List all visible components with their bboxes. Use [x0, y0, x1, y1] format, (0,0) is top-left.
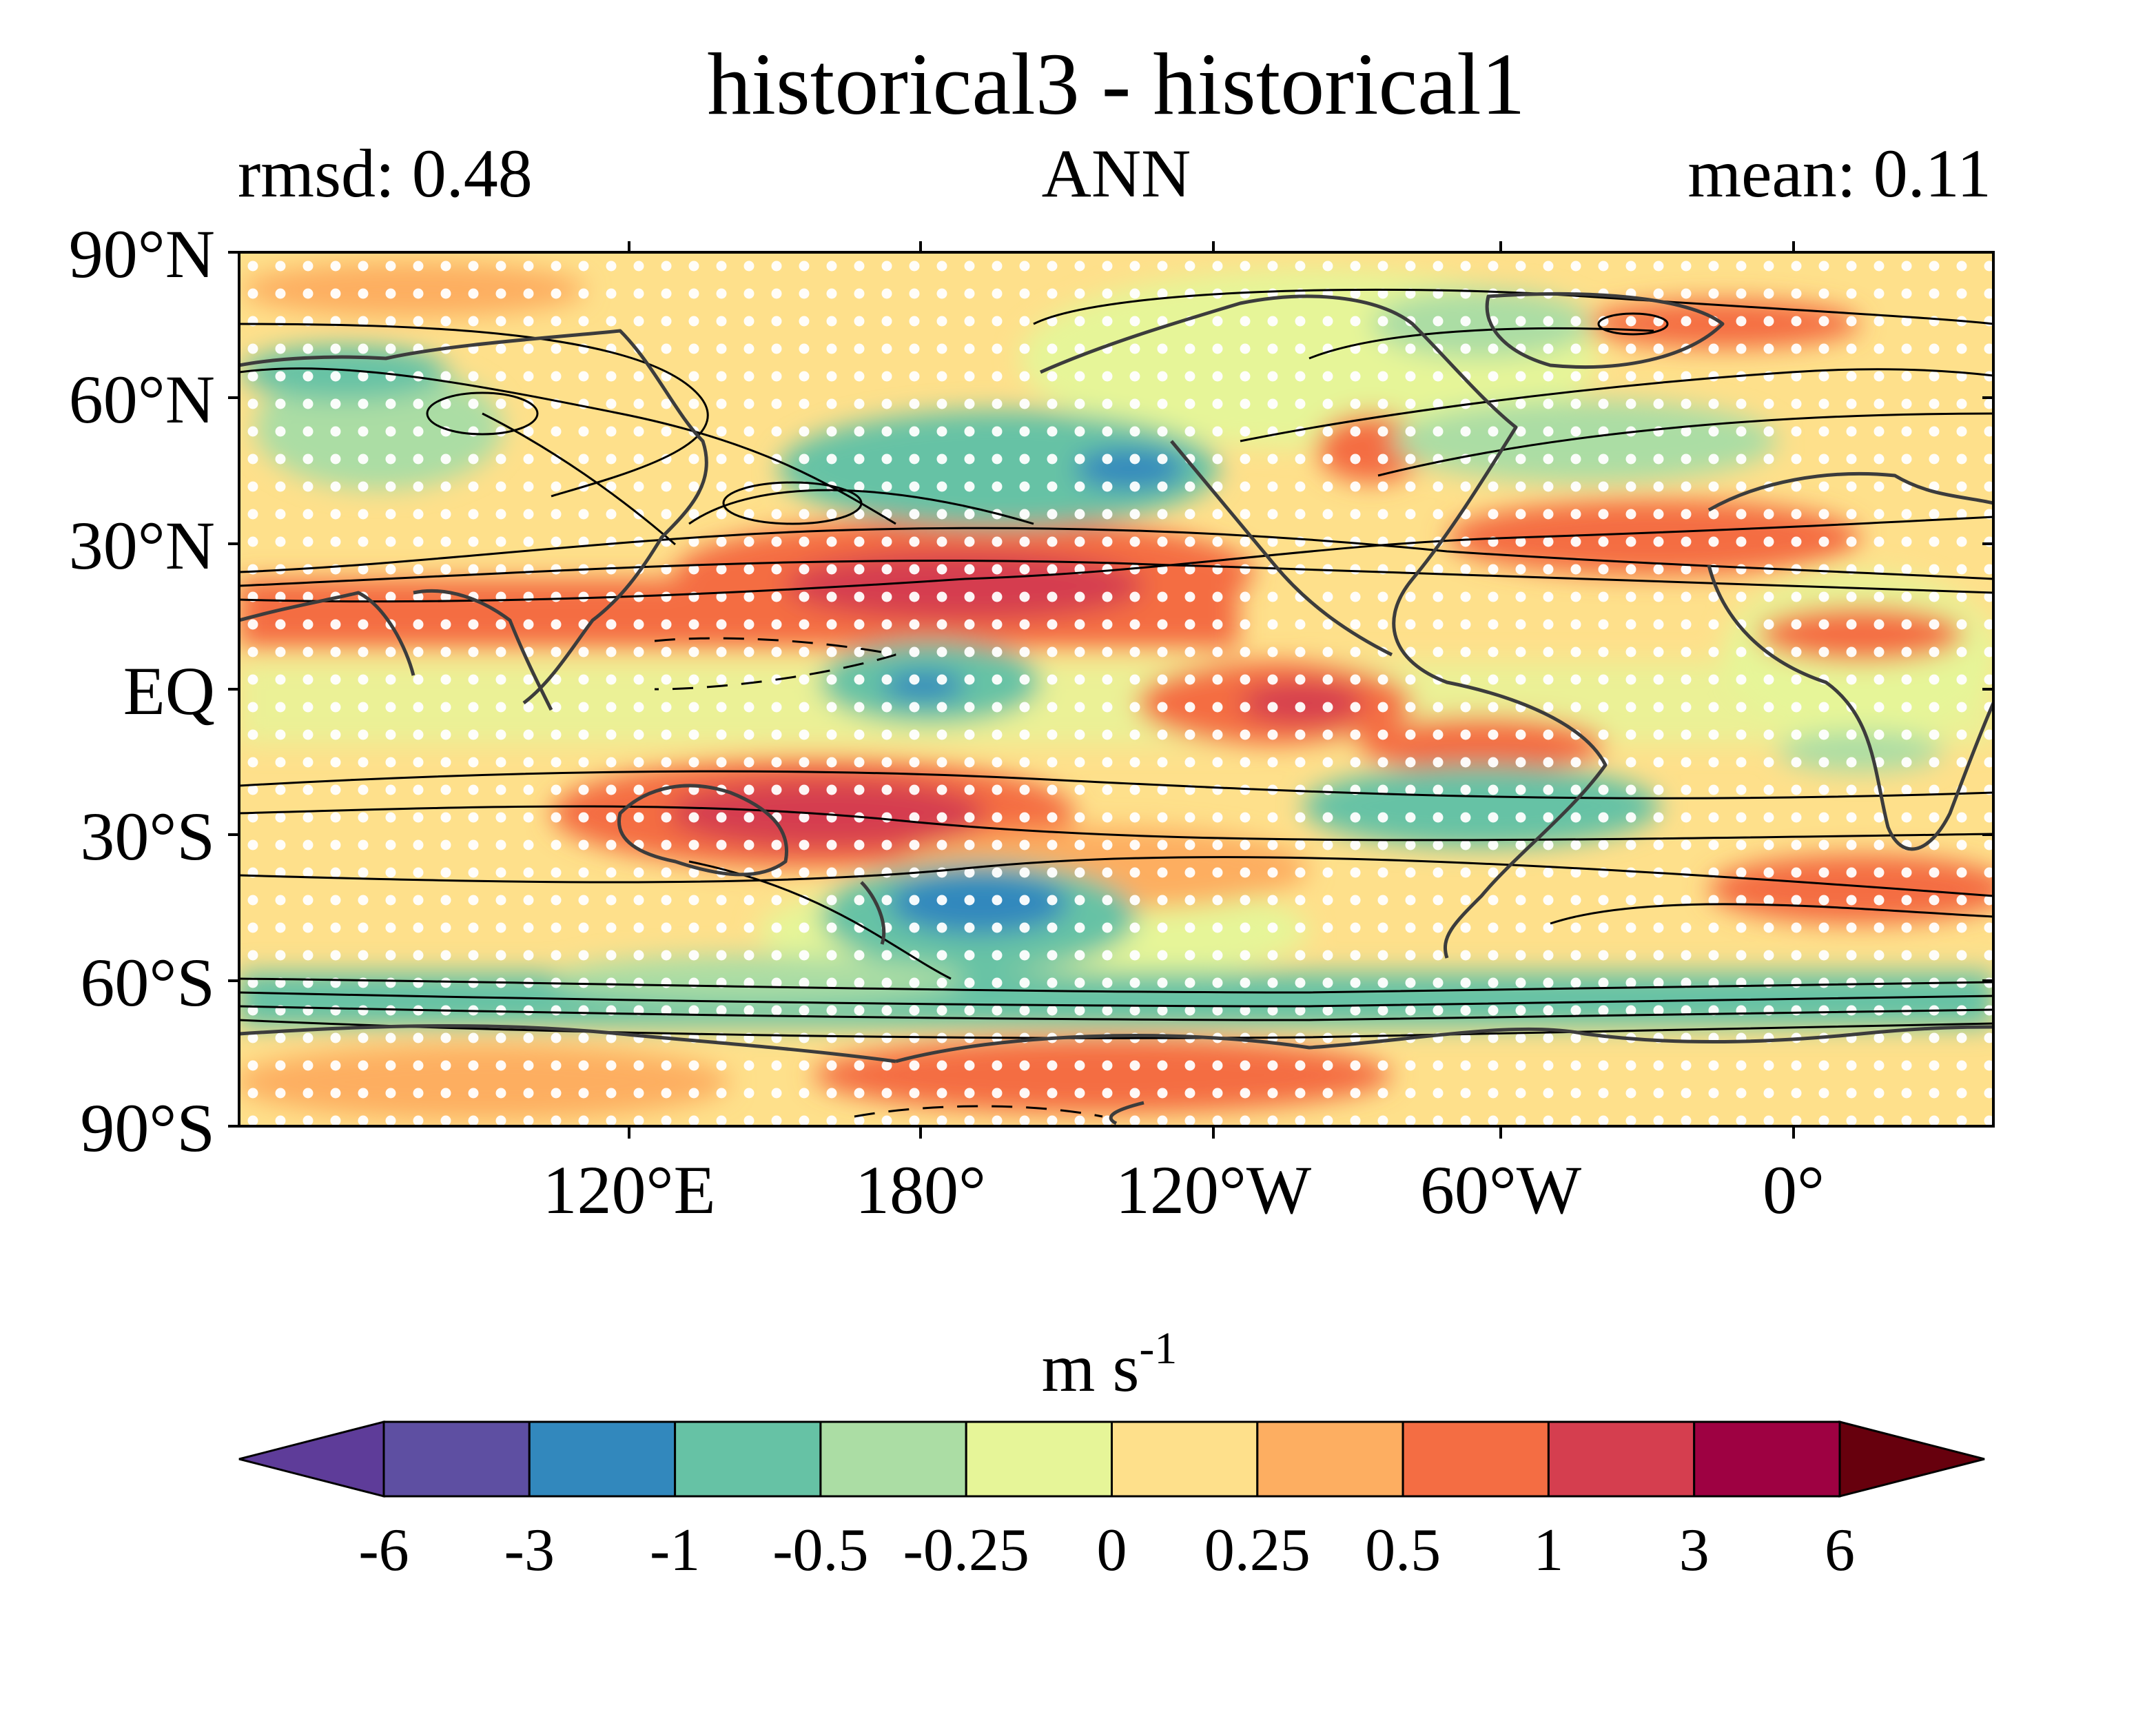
colorbar [238, 1420, 1985, 1498]
tick-marks [228, 241, 1993, 1139]
rmsd-label: rmsd: 0.48 [238, 135, 533, 212]
colorbar-segment [1256, 1420, 1404, 1498]
colorbar-tick-label: 0 [1097, 1517, 1127, 1584]
lon-tick-labels: 120°E 180° 120°W 60°W 0° [542, 1152, 1825, 1228]
colorbar-tick-label: -1 [650, 1517, 700, 1584]
colorbar-tick-label: -6 [358, 1517, 409, 1584]
colorbar-tick-label: 1 [1533, 1517, 1563, 1584]
negative-contours [654, 637, 1103, 1118]
colorbar-segment [528, 1420, 677, 1498]
season-label: ANN [1042, 135, 1191, 212]
lon-tick-label: 180° [855, 1152, 986, 1228]
lat-tick-label: 30°S [80, 798, 215, 875]
colorbar-segment [965, 1420, 1113, 1498]
mean-label: mean: 0.11 [1687, 135, 1991, 212]
colorbar-tick-label: 3 [1679, 1517, 1710, 1584]
coastlines [239, 292, 1993, 1125]
colorbar-tick-label: -3 [504, 1517, 555, 1584]
lat-tick-label: 30°N [69, 507, 215, 584]
lon-tick-label: 120°E [542, 1152, 715, 1228]
colorbar-extend-low [238, 1420, 385, 1498]
map-panel [239, 252, 1993, 1126]
colorbar-tick-label: 0.25 [1204, 1517, 1311, 1584]
colorbar-segment [1111, 1420, 1259, 1498]
colorbar-segment [382, 1420, 531, 1498]
colorbar-title: m s-1 [1042, 1323, 1178, 1406]
lon-tick-label: 120°W [1116, 1152, 1312, 1228]
lon-tick-label: 0° [1763, 1152, 1825, 1228]
colorbar-unit: m s [1042, 1329, 1140, 1406]
colorbar-tick-label: 6 [1825, 1517, 1855, 1584]
colorbar-tick-labels: -6 -3 -1 -0.5 -0.25 0 0.25 0.5 1 3 6 [358, 1517, 1855, 1584]
plot-title: historical3 - historical1 [707, 35, 1525, 133]
colorbar-segment [1547, 1420, 1696, 1498]
colorbar-tick-label: -0.25 [903, 1517, 1029, 1584]
lat-tick-labels: 90°N 60°N 30°N EQ 30°S 60°S 90°S [69, 216, 215, 1166]
lon-tick-label: 60°W [1420, 1152, 1582, 1228]
colorbar-unit-exponent: -1 [1139, 1323, 1177, 1374]
colorbar-segment [1402, 1420, 1550, 1498]
colorbar-tick-label: -0.5 [772, 1517, 868, 1584]
colorbar-extend-high [1838, 1420, 1985, 1498]
colorbar-segment [674, 1420, 822, 1498]
lat-tick-label: EQ [123, 653, 215, 729]
lat-tick-label: 90°S [80, 1090, 215, 1166]
lat-tick-label: 60°S [80, 944, 215, 1021]
lat-tick-label: 60°N [69, 361, 215, 438]
significance-stipple [239, 252, 1993, 1126]
colorbar-segment [1693, 1420, 1841, 1498]
colorbar-segment [819, 1420, 967, 1498]
colorbar-tick-label: 0.5 [1365, 1517, 1441, 1584]
lat-tick-label: 90°N [69, 216, 215, 292]
